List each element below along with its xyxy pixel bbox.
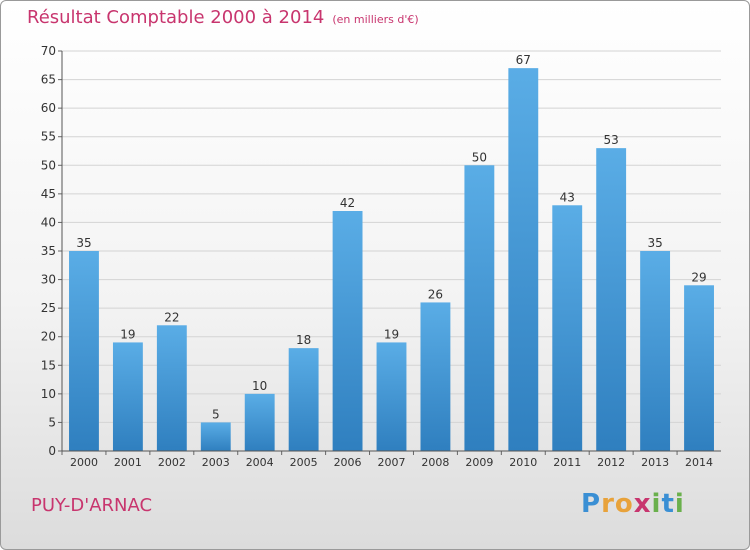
- logo-letter: x: [633, 489, 652, 519]
- x-tick-label: 2005: [290, 456, 318, 469]
- data-label: 19: [384, 327, 399, 341]
- x-tick-label: 2003: [202, 456, 230, 469]
- x-tick-label: 2002: [158, 456, 186, 469]
- y-tick-label: 45: [41, 187, 56, 201]
- x-tick-labels: 2000 2001 2002 2003 2004 2005 2006 2007 2008 2009…: [61, 451, 713, 469]
- axes: [61, 51, 721, 452]
- bar-2000: [69, 251, 99, 451]
- logo-letter: t: [661, 489, 675, 519]
- x-tick-label: 2000: [70, 456, 98, 469]
- data-label: 10: [252, 379, 267, 393]
- chart-title-block: Résultat Comptable 2000 à 2014 (en millie…: [27, 7, 419, 28]
- logo-letter: r: [601, 489, 615, 519]
- bar-2008: [420, 302, 451, 451]
- y-tick-label: 20: [41, 330, 56, 344]
- data-label: 18: [296, 333, 311, 347]
- bar-2014: [684, 285, 714, 451]
- logo-letter: P: [581, 489, 602, 519]
- logo-letter: i: [651, 489, 662, 519]
- x-tick-label: 2014: [685, 456, 713, 469]
- x-tick-label: 2001: [114, 456, 142, 469]
- y-tick-label: 35: [41, 244, 56, 258]
- data-label: 50: [472, 150, 487, 164]
- bar-2006: [332, 211, 363, 451]
- data-label: 19: [120, 327, 135, 341]
- y-tick-label: 65: [41, 73, 56, 87]
- data-label: 35: [76, 236, 91, 250]
- data-label: 29: [691, 270, 706, 284]
- y-tick-label: 70: [41, 44, 56, 58]
- y-tick-labels: 0 5 10 15 20 25 30 35 40 45 50 55 60 65 70: [41, 44, 56, 458]
- y-tick-label: 60: [41, 101, 56, 115]
- chart-title: Résultat Comptable 2000 à 2014: [27, 7, 325, 28]
- x-tick-label: 2011: [553, 456, 581, 469]
- y-tick-label: 40: [41, 215, 56, 229]
- y-tick-label: 5: [48, 415, 56, 429]
- bar-2004: [244, 393, 275, 451]
- y-tick-label: 25: [41, 301, 56, 315]
- data-label: 42: [340, 196, 355, 210]
- chart-subtitle: (en milliers d'€): [332, 13, 419, 26]
- bar-2009: [464, 165, 495, 452]
- y-tick-label: 50: [41, 158, 56, 172]
- y-tick-label: 55: [41, 130, 56, 144]
- y-tick-label: 0: [48, 444, 56, 458]
- x-tick-label: 2004: [246, 456, 274, 469]
- bars: [69, 68, 714, 452]
- bar-2003: [200, 422, 231, 451]
- x-tick-label: 2008: [421, 456, 449, 469]
- data-label: 5: [212, 407, 220, 421]
- data-labels: 35 19 22 5 10 18 42 19 26 50 67 43 53 35 29: [76, 53, 706, 421]
- logo-letter: o: [614, 489, 634, 519]
- data-label: 22: [164, 310, 179, 324]
- commune-name: PUY-D'ARNAC: [31, 495, 153, 516]
- bar-2007: [376, 342, 407, 451]
- x-tick-label: 2012: [597, 456, 625, 469]
- bar-2002: [156, 325, 187, 451]
- y-tick-label: 15: [41, 358, 56, 372]
- x-tick-label: 2007: [378, 456, 406, 469]
- data-label: 53: [604, 133, 619, 147]
- x-tick-label: 2006: [334, 456, 362, 469]
- bar-2010: [508, 68, 539, 452]
- logo-letter: i: [674, 489, 685, 519]
- bar-2012: [596, 148, 627, 451]
- x-tick-label: 2010: [509, 456, 537, 469]
- x-tick-label: 2009: [465, 456, 493, 469]
- y-tick-label: 10: [41, 387, 56, 401]
- bar-2011: [552, 205, 583, 451]
- proxiti-logo: Proxiti: [581, 489, 685, 519]
- data-label: 35: [647, 236, 662, 250]
- x-tick-label: 2013: [641, 456, 669, 469]
- data-label: 26: [428, 287, 443, 301]
- data-label: 43: [560, 190, 575, 204]
- bar-2005: [288, 348, 319, 451]
- bar-2001: [112, 342, 143, 451]
- bar-2013: [640, 251, 671, 451]
- data-label: 67: [516, 53, 531, 67]
- y-tick-label: 30: [41, 273, 56, 287]
